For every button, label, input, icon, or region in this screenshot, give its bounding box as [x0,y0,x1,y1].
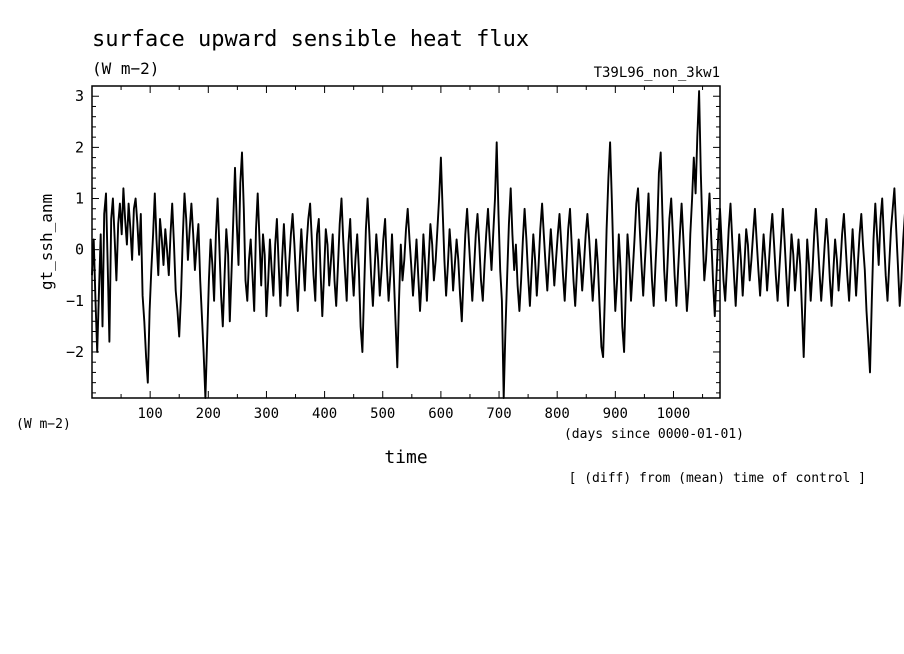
y-tick-label: 2 [75,138,84,156]
chart-title: surface upward sensible heat flux [92,27,529,52]
x-tick-label: 700 [486,406,511,422]
x-tick-label: 1000 [657,406,691,422]
y-tick-label: −1 [66,292,84,310]
x-tick-label: 400 [312,406,337,422]
x-axis-units: (days since 0000-01-01) [564,427,744,442]
x-tick-label: 900 [603,406,628,422]
footnote: [ (diff) from (mean) time of control ] [569,471,866,486]
corner-units: (W m−2) [16,417,71,432]
x-tick-label: 300 [254,406,279,422]
y-tick-label: 1 [75,190,84,208]
x-tick-label: 500 [370,406,395,422]
x-tick-label: 100 [137,406,162,422]
x-tick-label: 200 [196,406,221,422]
run-label: T39L96_non_3kw1 [594,65,720,81]
x-tick-label: 800 [545,406,570,422]
chart-units: (W m−2) [92,59,159,78]
x-tick-label: 600 [428,406,453,422]
y-tick-label: 0 [75,241,84,259]
series-line [91,90,904,399]
x-axis-label: time [384,447,427,468]
y-tick-label: 3 [75,87,84,105]
plot-frame [91,85,721,399]
y-tick-label: −2 [66,343,84,361]
y-axis-label: gt_ssh_anm [37,194,56,290]
